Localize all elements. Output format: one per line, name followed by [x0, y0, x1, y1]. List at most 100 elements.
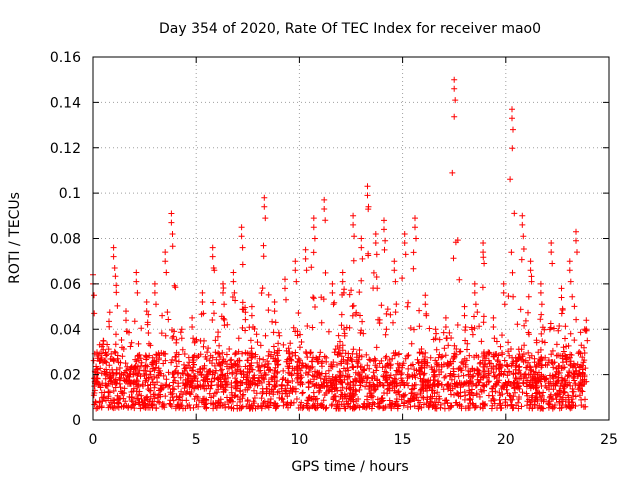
data-point [165, 316, 172, 323]
data-point [330, 396, 337, 403]
data-point [221, 322, 228, 329]
data-point [500, 382, 507, 389]
data-point [255, 364, 262, 371]
data-point [479, 400, 486, 407]
data-point [239, 392, 246, 399]
data-point [331, 349, 338, 356]
data-point [408, 390, 415, 397]
data-point [190, 367, 197, 374]
data-point [547, 324, 554, 331]
data-point [260, 400, 267, 406]
data-point [467, 368, 474, 375]
data-point [209, 317, 216, 323]
data-point [94, 349, 100, 356]
data-point [126, 393, 133, 400]
data-point [106, 362, 113, 369]
data-point [578, 402, 585, 409]
data-point [481, 382, 488, 389]
data-point [243, 403, 250, 410]
data-point [381, 405, 388, 411]
data-point [419, 394, 425, 401]
data-point [552, 382, 559, 389]
data-point [370, 369, 377, 376]
data-point [177, 374, 184, 381]
data-point [274, 358, 280, 365]
data-point [533, 339, 540, 346]
data-point [235, 348, 242, 355]
data-point [409, 396, 416, 402]
data-point [174, 403, 181, 410]
data-point [280, 367, 287, 374]
data-point [123, 308, 129, 315]
data-point [261, 203, 268, 210]
data-point [189, 383, 196, 389]
data-point [258, 395, 265, 402]
data-point [553, 341, 560, 348]
data-point [153, 358, 160, 365]
data-point [528, 273, 535, 280]
data-point [271, 373, 278, 379]
data-point [302, 370, 309, 376]
data-point [308, 358, 315, 365]
data-point [383, 310, 390, 317]
data-point [276, 332, 283, 339]
data-point [456, 402, 463, 409]
data-point [491, 373, 498, 380]
data-point [248, 312, 255, 319]
data-point [494, 357, 501, 363]
data-point [356, 289, 363, 296]
data-point [245, 357, 251, 364]
x-tick-label: 15 [394, 432, 412, 448]
data-point [143, 356, 150, 363]
data-point [128, 381, 134, 387]
data-point [358, 277, 365, 284]
data-point [490, 396, 497, 402]
data-point [381, 246, 388, 253]
data-point [490, 353, 497, 360]
data-point [135, 352, 142, 359]
data-point [418, 346, 425, 352]
data-point [232, 351, 238, 358]
data-point [356, 386, 363, 393]
data-point [231, 360, 238, 367]
data-point [163, 269, 170, 276]
data-point [508, 346, 514, 352]
data-point [381, 390, 387, 396]
data-point [521, 322, 528, 329]
data-point [548, 351, 555, 358]
data-point [308, 264, 315, 271]
data-point [329, 289, 336, 296]
data-point [576, 392, 583, 399]
data-point [579, 388, 586, 395]
data-point [553, 352, 560, 359]
data-point [337, 387, 344, 394]
data-point [284, 382, 291, 389]
data-point [108, 397, 114, 404]
data-point [231, 289, 238, 296]
data-point [427, 354, 434, 361]
data-point [121, 390, 128, 397]
data-point [538, 383, 545, 389]
data-point [285, 404, 291, 411]
data-point [499, 362, 505, 369]
data-point [267, 402, 274, 409]
data-point [333, 405, 340, 412]
data-point [283, 296, 289, 303]
data-point [297, 375, 304, 382]
data-point [358, 244, 365, 251]
data-point [471, 280, 478, 287]
data-point [519, 353, 526, 360]
data-point [353, 377, 360, 384]
data-point [581, 372, 588, 379]
data-point [402, 391, 409, 398]
data-point [205, 383, 212, 389]
data-point [179, 346, 186, 353]
data-point [338, 322, 345, 329]
data-point [258, 290, 265, 296]
data-point [216, 342, 223, 349]
data-point [426, 325, 433, 332]
data-point [322, 405, 329, 412]
data-point [447, 370, 454, 377]
data-point [93, 375, 100, 382]
data-point [297, 331, 304, 338]
